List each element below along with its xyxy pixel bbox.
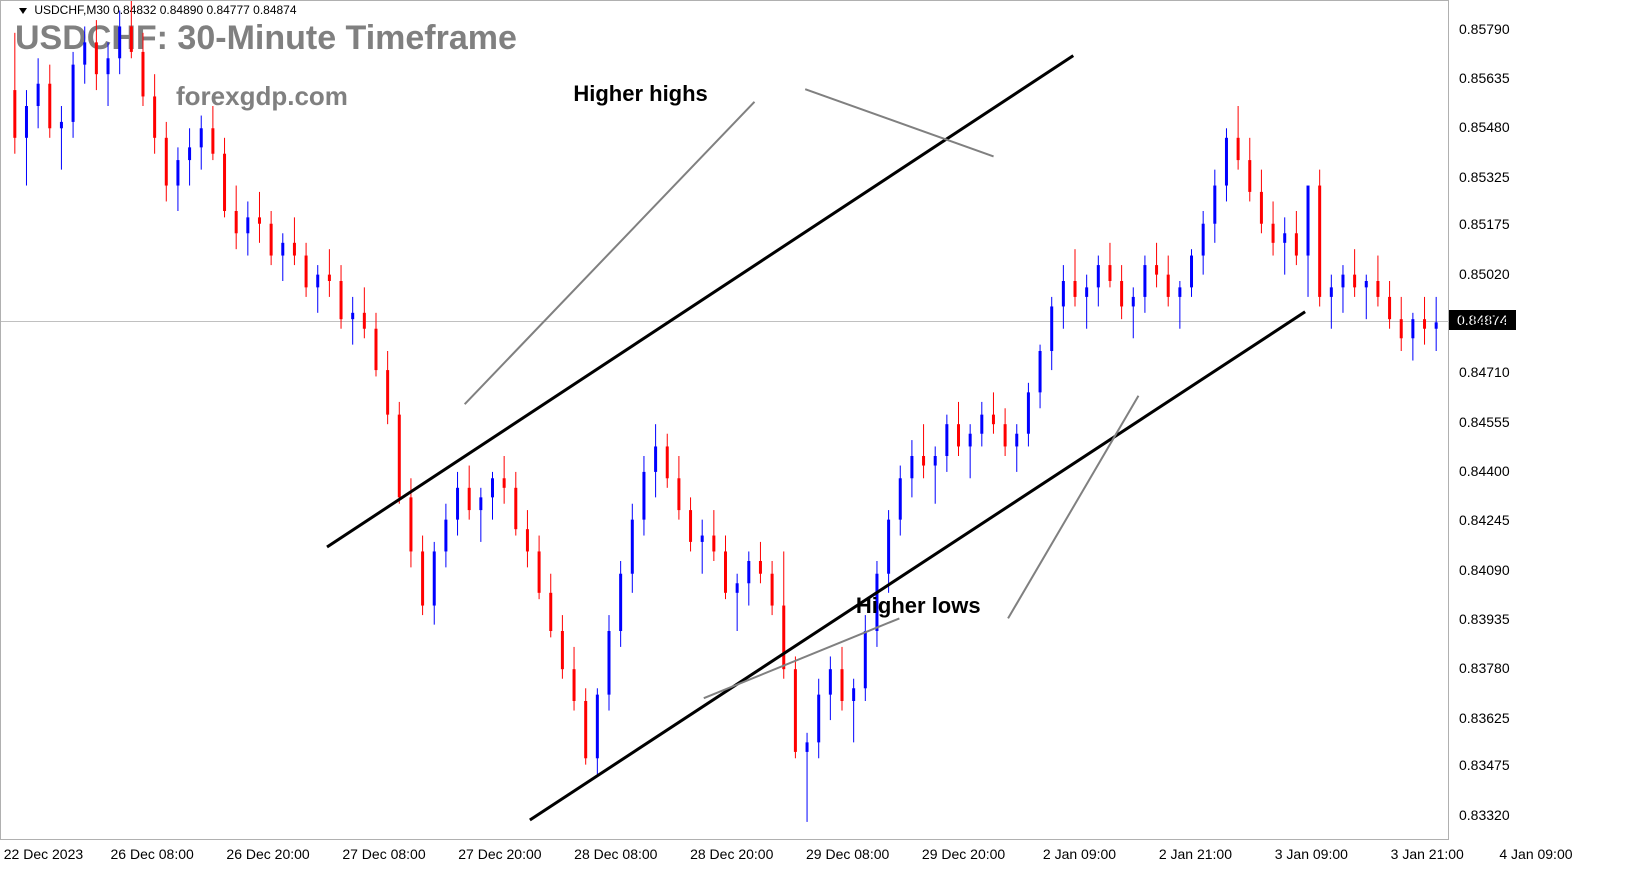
y-tick-label: 0.84710 (1459, 364, 1510, 380)
x-tick-label: 22 Dec 2023 (4, 846, 83, 862)
x-tick-label: 29 Dec 20:00 (922, 846, 1005, 862)
y-tick-label: 0.84400 (1459, 463, 1510, 479)
plot-area[interactable]: USDCHF,M30 0.84832 0.84890 0.84777 0.848… (0, 0, 1449, 840)
y-tick-label: 0.83935 (1459, 611, 1510, 627)
symbol-text: USDCHF,M30 0.84832 0.84890 0.84777 0.848… (34, 3, 296, 17)
y-tick-label: 0.85020 (1459, 266, 1510, 282)
annotation-label: Higher highs (573, 81, 707, 107)
x-tick-label: 27 Dec 08:00 (342, 846, 425, 862)
y-tick-label: 0.85480 (1459, 119, 1510, 135)
dropdown-icon[interactable] (19, 8, 27, 14)
x-tick-label: 2 Jan 21:00 (1159, 846, 1232, 862)
y-axis: 0.85790 0.85635 0.85480 0.85325 0.85175 0.850… (1449, 0, 1649, 840)
y-tick-label: 0.83780 (1459, 660, 1510, 676)
y-tick-label: 0.83625 (1459, 710, 1510, 726)
x-tick-label: 3 Jan 21:00 (1391, 846, 1464, 862)
x-tick-label: 28 Dec 20:00 (690, 846, 773, 862)
y-tick-label: 0.84555 (1459, 414, 1510, 430)
y-tick-label: 0.84245 (1459, 512, 1510, 528)
x-tick-label: 27 Dec 20:00 (458, 846, 541, 862)
x-tick-label: 26 Dec 20:00 (226, 846, 309, 862)
chart-svg (1, 1, 1450, 841)
current-price-line (1, 321, 1450, 322)
symbol-info: USDCHF,M30 0.84832 0.84890 0.84777 0.848… (19, 3, 297, 17)
x-tick-label: 4 Jan 09:00 (1499, 846, 1572, 862)
annotation-label: Higher lows (856, 593, 981, 619)
chart-container: USDCHF,M30 0.84832 0.84890 0.84777 0.848… (0, 0, 1649, 884)
y-tick-label: 0.83475 (1459, 757, 1510, 773)
x-tick-label: 3 Jan 09:00 (1275, 846, 1348, 862)
watermark: forexgdp.com (176, 81, 348, 112)
x-tick-label: 2 Jan 09:00 (1043, 846, 1116, 862)
y-tick-label: 0.85175 (1459, 216, 1510, 232)
y-tick-label: 0.85635 (1459, 70, 1510, 86)
y-tick-label: 0.85325 (1459, 169, 1510, 185)
chart-title: USDCHF: 30-Minute Timeframe (15, 19, 517, 58)
y-tick-label: 0.85790 (1459, 21, 1510, 37)
y-tick-label: 0.84874 (1459, 312, 1510, 328)
x-tick-label: 29 Dec 08:00 (806, 846, 889, 862)
x-tick-label: 28 Dec 08:00 (574, 846, 657, 862)
y-tick-label: 0.83320 (1459, 807, 1510, 823)
x-tick-label: 26 Dec 08:00 (110, 846, 193, 862)
x-axis: 22 Dec 2023 26 Dec 08:00 26 Dec 20:00 27 De… (0, 840, 1449, 884)
y-tick-label: 0.84090 (1459, 562, 1510, 578)
